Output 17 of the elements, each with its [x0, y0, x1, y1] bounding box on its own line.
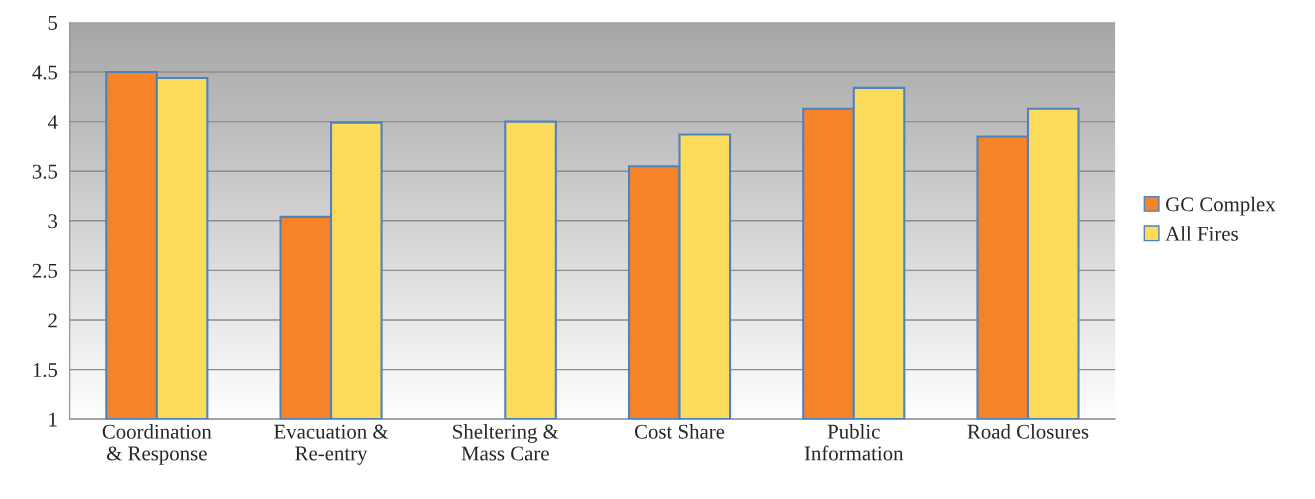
y-tick-label: 1.5	[33, 363, 58, 378]
x-tick-label: Road Closures	[967, 424, 1089, 439]
x-tick-label: Cost Share	[634, 424, 725, 439]
y-tick-label: 5	[48, 16, 58, 30]
y-tick-label: 1	[49, 412, 57, 427]
y-tick-label: 3.5	[32, 164, 58, 179]
y-tick-label: 2	[48, 313, 57, 328]
y-tick-label: 3	[48, 214, 58, 229]
x-tick-label: Evacuation & Re-entry	[274, 424, 389, 465]
x-tick-label: Coordination & Response	[102, 424, 212, 465]
y-tick-label: 2.5	[32, 263, 58, 278]
legend-label: GC Complex	[1166, 196, 1276, 216]
y-tick-label: 4.5	[32, 65, 58, 80]
x-tick-label: Sheltering & Mass Care	[453, 424, 559, 461]
legend-label: All Fires	[1165, 226, 1238, 241]
x-tick-label: Public Information	[804, 424, 904, 461]
y-tick-label: 4	[47, 115, 58, 129]
